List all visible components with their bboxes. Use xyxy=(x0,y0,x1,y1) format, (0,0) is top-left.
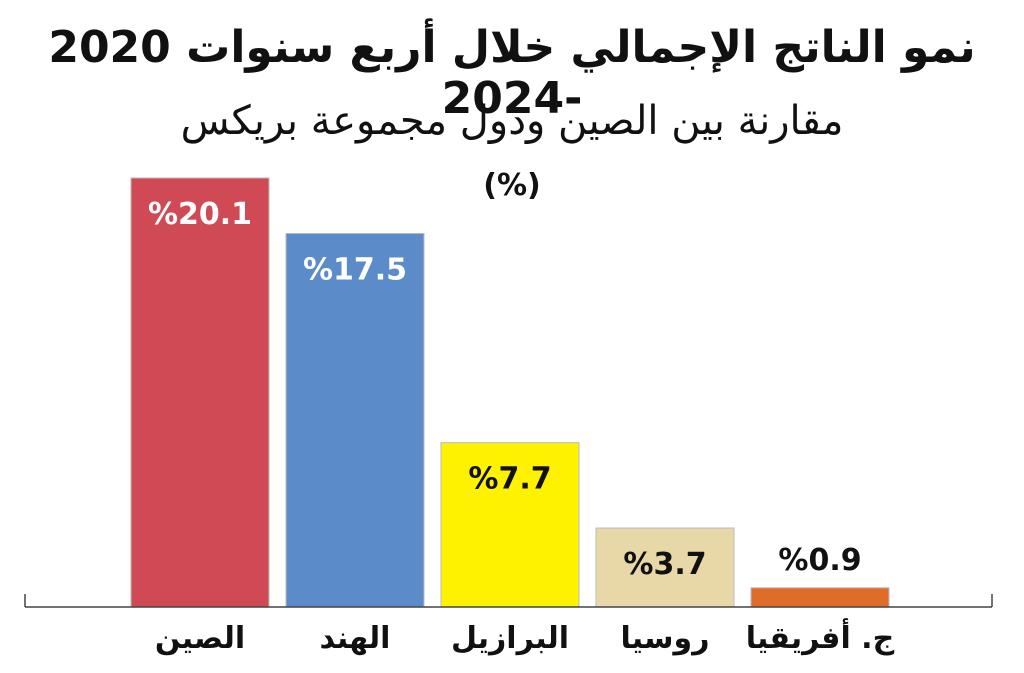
bar-value-label-3: %7.7 xyxy=(468,462,551,497)
chart-unit-label: (%) xyxy=(483,168,541,203)
bars-group: %20.1 %17.5 %7.7 %3.7 %0.9 xyxy=(130,177,890,608)
bar-value-label-2: %17.5 xyxy=(303,252,407,287)
bar-5 xyxy=(750,587,890,608)
bar-value-label-4: %3.7 xyxy=(623,547,706,582)
category-label-2: الهند xyxy=(320,621,391,656)
bar-value-label-5: %0.9 xyxy=(778,543,861,578)
chart-title: نمو الناتج الإجمالي خلال أربع سنوات 2020… xyxy=(48,22,976,124)
chart-subtitle: مقارنة بين الصين ودول مجموعة بريكس xyxy=(180,98,844,144)
category-label-4: روسيا xyxy=(621,621,710,656)
category-label-3: البرازيل xyxy=(451,621,569,656)
category-labels: الصين الهند البرازيل روسيا ج. أفريقيا xyxy=(155,618,895,656)
bar-1 xyxy=(130,177,270,608)
bar-3 xyxy=(440,442,580,608)
x-axis xyxy=(24,594,993,608)
bar-2 xyxy=(285,232,425,608)
bar-4 xyxy=(595,527,735,608)
category-label-1: الصين xyxy=(155,621,245,656)
category-label-5: ج. أفريقيا xyxy=(746,618,895,656)
bar-value-label-1: %20.1 xyxy=(148,197,252,232)
